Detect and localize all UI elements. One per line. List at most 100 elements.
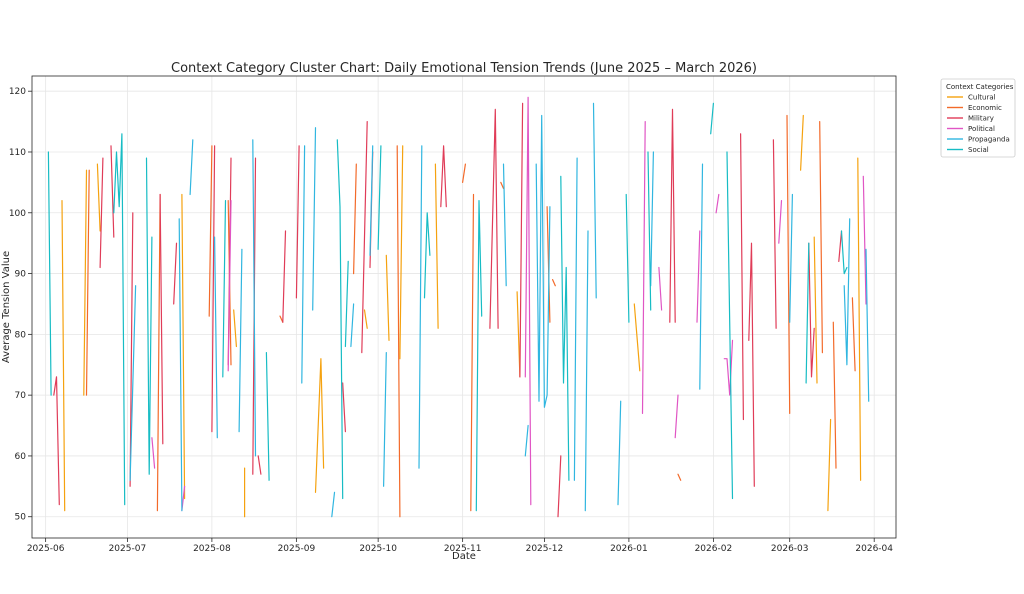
y-tick-label: 60	[15, 452, 27, 462]
series-line-political	[151, 437, 156, 469]
series-line-cultural	[61, 200, 66, 512]
series-line-military	[440, 145, 447, 208]
legend-label-military: Military	[968, 115, 994, 123]
series-line-military	[342, 382, 346, 433]
legend-label-social: Social	[968, 146, 989, 154]
series-line-military	[257, 455, 262, 475]
series-line-economic	[819, 120, 824, 354]
series-line-propaganda	[238, 248, 243, 433]
series-line-propaganda	[301, 145, 306, 384]
series-line-military	[159, 193, 164, 445]
y-tick-label: 90	[15, 270, 27, 280]
series-line-economic	[677, 473, 682, 481]
series-line-social	[647, 151, 652, 311]
series-line-social	[145, 157, 153, 475]
y-axis-label: Average Tension Value	[1, 251, 12, 363]
series-line-military	[173, 242, 178, 305]
series-line-military	[282, 230, 287, 323]
series-line-military	[669, 108, 676, 323]
x-tick-label: 2025-10	[359, 544, 397, 554]
series-line-cultural	[399, 145, 404, 360]
series-line-cultural	[799, 114, 804, 171]
series-line-political	[715, 193, 720, 214]
series-line-propaganda	[617, 400, 622, 506]
series-line-social	[47, 151, 52, 396]
x-tick-label: 2026-01	[610, 544, 648, 554]
series-line-social	[560, 175, 570, 481]
series-line-propaganda	[189, 139, 194, 196]
series-line-political	[778, 200, 783, 244]
series-line-social	[726, 151, 734, 500]
legend-label-cultural: Cultural	[968, 94, 996, 102]
series-line-propaganda	[584, 230, 589, 512]
series-line-military	[838, 230, 843, 262]
series-line-social	[377, 145, 382, 250]
series-line-cultural	[314, 358, 325, 493]
series-line-propaganda	[312, 127, 317, 311]
series-line-propaganda	[699, 163, 704, 390]
series-line-economic	[500, 181, 505, 190]
series-line-propaganda	[350, 303, 355, 348]
series-line-economic	[851, 297, 856, 372]
legend-title: Context Categories	[946, 83, 1014, 91]
series-line-military	[129, 212, 134, 487]
series-line-propaganda	[502, 163, 507, 287]
series-line-political	[674, 394, 679, 439]
series-line-political	[723, 339, 734, 396]
series-line-propaganda	[789, 193, 794, 323]
x-tick-label: 2026-02	[695, 544, 733, 554]
x-axis-label: Date	[452, 551, 476, 562]
legend-box	[940, 78, 1016, 158]
series-line-economic	[832, 321, 837, 469]
series-line-political	[696, 230, 701, 323]
series-line-social	[222, 200, 227, 378]
series-line-military	[519, 102, 524, 378]
series-line-military	[295, 145, 300, 299]
series-line-military	[739, 133, 745, 421]
plot-frame	[31, 75, 897, 539]
series-line-cultural	[363, 309, 368, 329]
legend-label-political: Political	[968, 125, 995, 133]
series-line-cultural	[633, 303, 641, 372]
series-line-cultural	[434, 163, 439, 329]
series-line-social	[265, 352, 270, 481]
series-line-political	[641, 120, 646, 414]
series-line-cultural	[857, 157, 862, 481]
series-line-military	[53, 376, 60, 506]
series-social	[47, 102, 848, 512]
series-line-cultural	[181, 193, 186, 500]
series-line-military	[361, 120, 368, 354]
series-line-social	[840, 230, 848, 275]
x-tick-label: 2026-03	[771, 544, 809, 554]
series-line-propaganda	[418, 145, 423, 469]
series-line-cultural	[83, 169, 88, 396]
series-line-social	[336, 139, 344, 500]
series-line-economic	[462, 163, 466, 183]
series-line-military	[99, 157, 104, 269]
series-line-social	[423, 212, 431, 299]
series-line-economic	[85, 169, 90, 396]
series-line-military	[211, 145, 216, 433]
series-line-military	[808, 242, 815, 378]
grid	[32, 76, 896, 538]
legend-label-propaganda: Propaganda	[968, 136, 1010, 144]
series-line-propaganda	[383, 352, 387, 487]
series-line-economic	[156, 193, 161, 512]
chart-title: Context Category Cluster Chart: Daily Em…	[171, 61, 757, 76]
x-tick-label: 2025-11	[444, 544, 482, 554]
series-line-cultural	[233, 309, 237, 348]
x-tick-label: 2025-06	[27, 544, 65, 554]
series-line-propaganda	[369, 145, 374, 256]
series-line-propaganda	[573, 157, 578, 481]
series-line-political	[227, 200, 232, 372]
series-line-economic	[208, 145, 213, 317]
series-line-economic	[396, 145, 401, 518]
series-line-social	[625, 193, 630, 323]
series-line-economic	[353, 163, 357, 275]
y-tick-label: 100	[9, 209, 26, 219]
series-line-military	[557, 455, 562, 518]
series-line-propaganda	[331, 491, 336, 518]
series-line-propaganda	[129, 285, 137, 481]
y-tick-label: 120	[9, 87, 26, 97]
